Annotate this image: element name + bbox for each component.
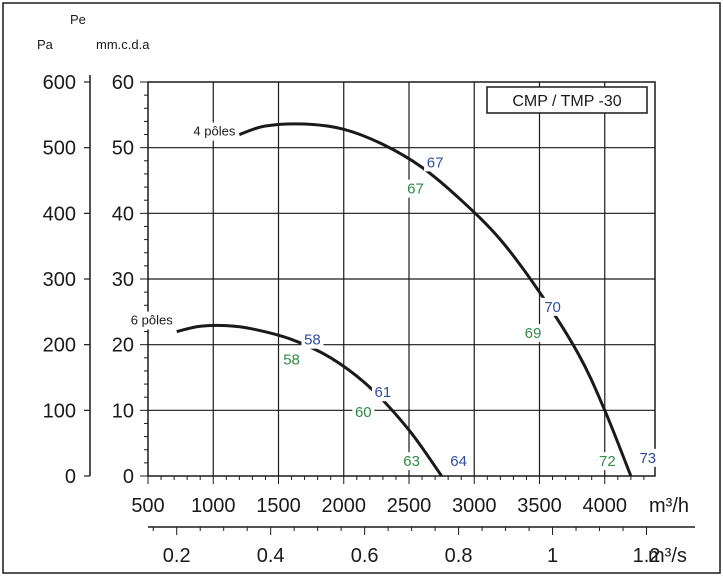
curve-label-bg bbox=[116, 311, 175, 330]
curve-label-bg bbox=[179, 122, 238, 141]
noise-level-label-blue: 61 bbox=[375, 384, 392, 401]
mm-tick-label: 0 bbox=[123, 466, 134, 488]
x-tick-label: 2000 bbox=[322, 495, 367, 517]
noise-level-label-blue: 67 bbox=[427, 154, 444, 171]
secondary-x-tick-label: 0.2 bbox=[163, 545, 191, 567]
mm-tick-label: 40 bbox=[112, 203, 134, 225]
pe-unit-label: Pe bbox=[70, 12, 86, 27]
pa-tick-label: 100 bbox=[43, 400, 76, 422]
pa-tick-label: 600 bbox=[43, 72, 76, 94]
noise-level-label-blue: 58 bbox=[304, 332, 321, 349]
annotation-bg bbox=[371, 383, 394, 402]
chart-title: CMP / TMP -30 bbox=[512, 93, 621, 110]
pa-tick-label: 400 bbox=[43, 203, 76, 225]
plot-grid bbox=[148, 82, 655, 476]
x-tick-label: 2500 bbox=[387, 495, 432, 517]
mm-tick-label: 20 bbox=[112, 335, 134, 357]
noise-level-label-blue: 70 bbox=[544, 299, 561, 316]
mmcda-unit-label: mm.c.d.a bbox=[96, 37, 150, 52]
secondary-x-tick-label: 0.8 bbox=[445, 545, 473, 567]
annotation-bg bbox=[424, 153, 447, 172]
secondary-x-tick-label: 0.6 bbox=[351, 545, 379, 567]
annotation-bg bbox=[521, 324, 544, 343]
curves-layer: 4 pôles 6 pôles bbox=[116, 122, 633, 477]
annotation-bg bbox=[400, 452, 423, 471]
noise-level-label-green: 63 bbox=[403, 453, 420, 470]
noise-level-label-green: 60 bbox=[355, 404, 372, 421]
secondary-x-tick-label: 1 bbox=[547, 545, 558, 567]
annotation-bg bbox=[636, 448, 659, 467]
noise-level-label-green: 58 bbox=[283, 351, 300, 368]
secondary-x-tick-label: 0.4 bbox=[257, 545, 285, 567]
annotation-bg bbox=[280, 350, 303, 369]
annotation-bg bbox=[404, 179, 427, 198]
mm-tick-label: 50 bbox=[112, 138, 134, 160]
annotation-bg bbox=[301, 330, 324, 349]
pa-tick-label: 200 bbox=[43, 335, 76, 357]
curve-4-p-les bbox=[238, 122, 633, 477]
title-box bbox=[486, 86, 648, 114]
x-tick-label: 1000 bbox=[191, 495, 236, 517]
mm-tick-label: 60 bbox=[112, 72, 134, 94]
pa-tick-label: 300 bbox=[43, 269, 76, 291]
annotation-bg bbox=[596, 452, 619, 471]
secondary-x-axis-ticks: 0.2 0.4 0.6 0.8 1 1.2 bbox=[152, 527, 661, 567]
noise-level-label-green: 72 bbox=[599, 453, 616, 470]
curve-6-p-les bbox=[176, 323, 443, 477]
curve-label-4-p-les: 4 pôles bbox=[193, 124, 235, 139]
noise-level-label-green: 69 bbox=[525, 325, 542, 342]
x-tick-label: 3000 bbox=[452, 495, 497, 517]
noise-level-label-green: 67 bbox=[407, 181, 424, 198]
pa-tick-label: 0 bbox=[65, 466, 76, 488]
mm-tick-label: 10 bbox=[112, 400, 134, 422]
secondary-x-unit-label: m³/s bbox=[648, 545, 687, 567]
secondary-x-tick-label: 1.2 bbox=[633, 545, 661, 567]
annotation-bg bbox=[352, 402, 375, 421]
pa-axis-ticks: 0 100 200 300 400 500 600 bbox=[43, 72, 90, 488]
x-axis-ticks: 500 1000 1500 2000 2500 3000 3500 4000 bbox=[131, 476, 645, 517]
x-tick-label: 1500 bbox=[256, 495, 301, 517]
pa-tick-label: 500 bbox=[43, 138, 76, 160]
x-tick-label: 3500 bbox=[517, 495, 562, 517]
pa-unit-label: Pa bbox=[37, 37, 54, 52]
noise-level-label-blue: 64 bbox=[450, 453, 467, 470]
noise-level-label-blue: 73 bbox=[639, 450, 656, 467]
curve-label-6-p-les: 6 pôles bbox=[131, 313, 173, 328]
mm-axis-ticks: 0 10 20 30 40 50 60 bbox=[112, 72, 148, 488]
x-tick-label: 4000 bbox=[583, 495, 628, 517]
mm-tick-label: 30 bbox=[112, 269, 134, 291]
x-unit-label: m³/h bbox=[649, 495, 689, 517]
annotation-bg bbox=[447, 452, 470, 471]
annotation-bg bbox=[541, 297, 564, 316]
x-tick-label: 500 bbox=[131, 495, 164, 517]
